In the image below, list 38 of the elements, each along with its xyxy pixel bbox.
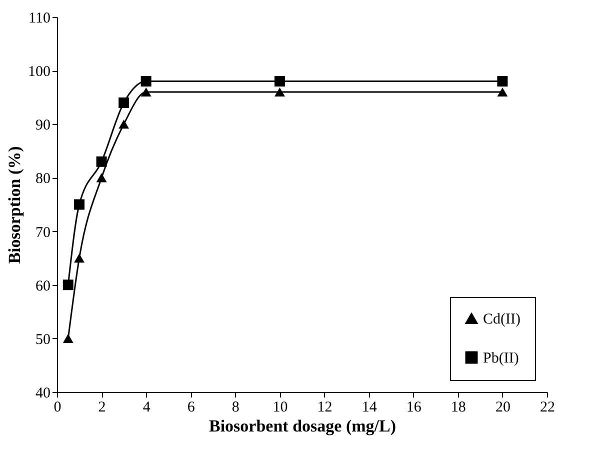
x-tick-label: 18: [450, 400, 466, 416]
y-axis-title: Biosorption (%): [5, 146, 24, 264]
y-tick-label: 60: [36, 278, 50, 294]
x-tick-label: 16: [406, 400, 422, 416]
point: [274, 87, 285, 97]
x-tick-label: 20: [495, 400, 510, 416]
x-tick-label: 10: [272, 400, 288, 416]
y-tick-label: 110: [28, 10, 50, 26]
point: [274, 76, 285, 87]
y-tick-label: 100: [28, 64, 50, 80]
y-tick-label: 70: [36, 224, 50, 241]
x-tick-label: 14: [362, 400, 378, 416]
point: [497, 87, 508, 97]
y-tick-label: 40: [36, 386, 50, 402]
point: [96, 173, 107, 182]
y-tick-label: 90: [36, 118, 50, 134]
x-axis-title: Biosorbent dosage (mg/L): [209, 416, 396, 436]
point: [497, 76, 508, 87]
y-tick-label: 80: [36, 171, 50, 188]
point: [118, 97, 130, 108]
point: [62, 334, 74, 343]
point: [140, 76, 152, 87]
legend-label: Pb(II): [483, 350, 519, 366]
point: [74, 199, 85, 210]
point: [74, 254, 85, 263]
x-tick-label: 8: [232, 400, 240, 416]
point: [118, 120, 130, 129]
legend-label: Cd(II): [483, 312, 520, 328]
x-tick-label: 6: [187, 400, 196, 416]
point: [96, 156, 107, 167]
x-tick-label: 2: [98, 400, 106, 416]
x-tick-label: 12: [317, 400, 332, 416]
x-tick-label: 0: [54, 400, 62, 416]
point: [62, 280, 74, 290]
x-tick-label: 4: [142, 400, 151, 416]
y-tick-label: 50: [36, 332, 50, 348]
point: [140, 87, 152, 97]
x-tick-label: 22: [540, 400, 555, 416]
